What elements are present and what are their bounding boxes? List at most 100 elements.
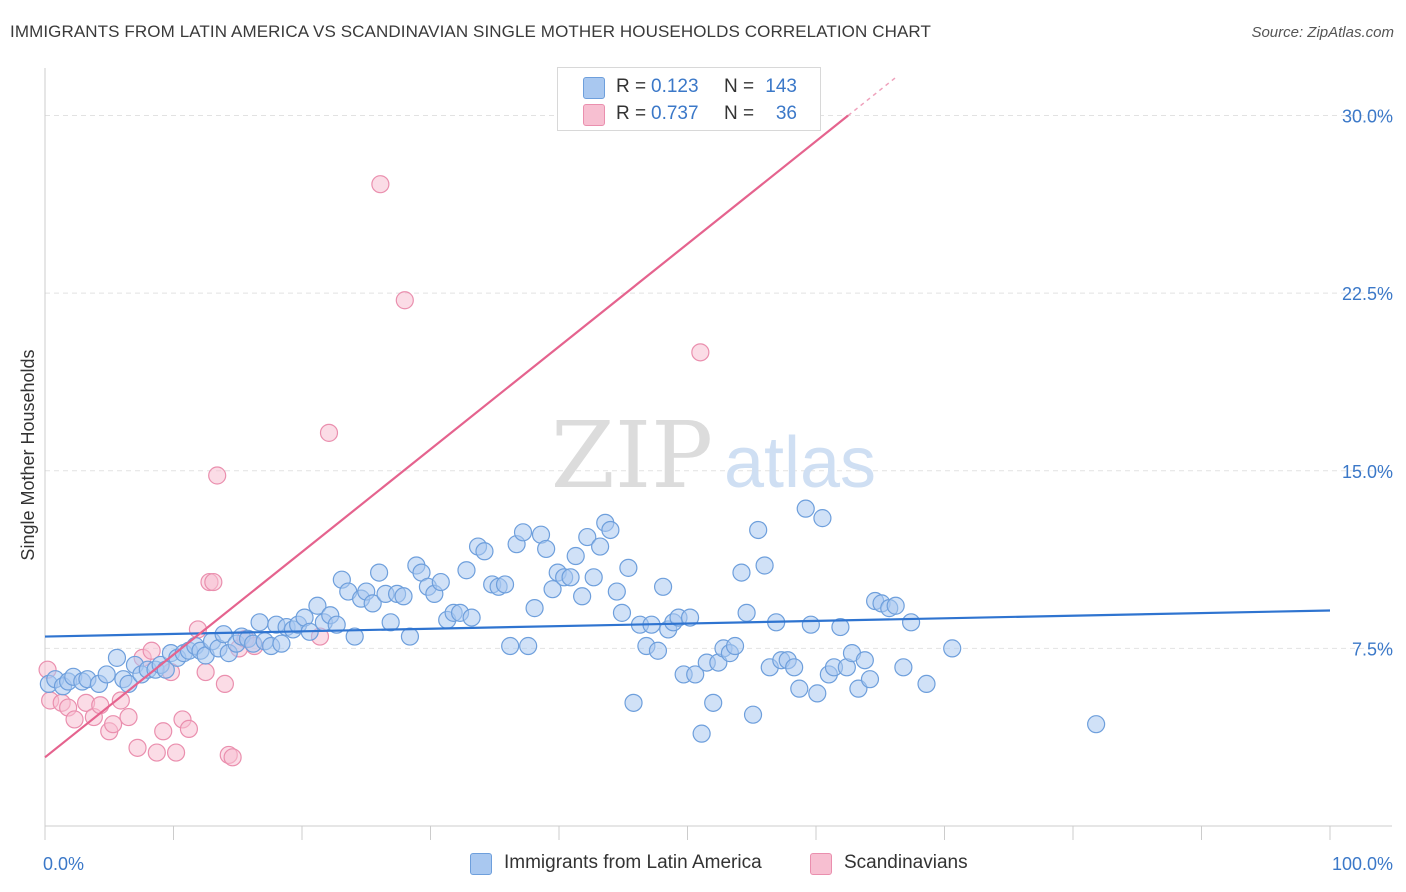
data-point bbox=[808, 684, 827, 703]
trend-line-latin-america bbox=[44, 609, 1331, 638]
data-point bbox=[943, 639, 962, 658]
data-point bbox=[371, 175, 390, 194]
data-point bbox=[196, 662, 215, 682]
data-point bbox=[381, 613, 400, 632]
legend-swatch-pink bbox=[810, 853, 832, 875]
data-point bbox=[495, 575, 515, 594]
data-point bbox=[601, 520, 620, 540]
watermark-atlas: atlas bbox=[724, 423, 876, 503]
data-point bbox=[128, 738, 147, 757]
data-point bbox=[755, 556, 774, 575]
data-point bbox=[686, 665, 705, 684]
data-point bbox=[732, 563, 751, 582]
legend-r-value: 0.123 bbox=[651, 76, 699, 97]
data-point bbox=[566, 546, 585, 566]
legend-r-value: 0.737 bbox=[651, 103, 699, 124]
data-point bbox=[104, 715, 123, 734]
data-point bbox=[737, 603, 756, 622]
legend-label: Immigrants from Latin America bbox=[504, 852, 762, 873]
series-latin-america-points bbox=[39, 499, 1106, 743]
data-point bbox=[612, 603, 632, 622]
data-point bbox=[831, 617, 850, 637]
trend-lines bbox=[44, 75, 1331, 759]
data-point bbox=[119, 707, 138, 727]
trend-line-extension bbox=[847, 75, 898, 117]
data-point bbox=[395, 291, 414, 310]
data-point bbox=[725, 636, 745, 656]
data-point bbox=[743, 705, 763, 724]
grid-lines bbox=[45, 115, 1392, 649]
y-tick-label: 15.0% bbox=[1342, 462, 1393, 482]
data-point bbox=[107, 648, 127, 667]
data-point bbox=[519, 636, 538, 656]
legend-swatch-blue bbox=[470, 853, 492, 875]
data-point bbox=[272, 634, 291, 653]
data-point bbox=[215, 674, 234, 694]
data-point bbox=[855, 651, 874, 670]
data-point bbox=[790, 679, 809, 698]
x-tick-label: 100.0% bbox=[1332, 854, 1393, 874]
data-point bbox=[680, 608, 700, 627]
legend-label: Scandinavians bbox=[844, 852, 968, 873]
y-axis-label: Single Mother Households bbox=[18, 349, 38, 560]
data-point bbox=[917, 674, 936, 694]
correlation-legend: R = 0.123 N = 143 R = 0.737 N = 36 bbox=[557, 67, 821, 131]
legend-n-value: 36 bbox=[775, 103, 797, 124]
data-point bbox=[91, 696, 110, 715]
data-point bbox=[345, 627, 364, 646]
data-point bbox=[607, 582, 626, 601]
data-point bbox=[204, 572, 223, 592]
data-point bbox=[901, 613, 921, 632]
data-point bbox=[457, 561, 476, 580]
data-point bbox=[370, 563, 389, 582]
legend-row-pink: R = 0.737 N = 36 bbox=[558, 101, 820, 127]
data-point bbox=[894, 658, 913, 677]
data-point bbox=[525, 599, 544, 618]
data-point bbox=[801, 615, 820, 634]
data-point bbox=[97, 665, 116, 684]
legend-row-blue: R = 0.123 N = 143 bbox=[558, 74, 820, 100]
data-point bbox=[308, 596, 327, 615]
data-point bbox=[475, 542, 494, 561]
data-point bbox=[179, 719, 199, 739]
data-point bbox=[319, 423, 339, 442]
data-point bbox=[208, 466, 227, 485]
tick-labels: 7.5% 15.0% 22.5% 30.0% 0.0% 100.0% bbox=[43, 107, 1393, 874]
data-point bbox=[363, 594, 382, 613]
data-point bbox=[573, 587, 592, 606]
data-point bbox=[1087, 715, 1106, 734]
data-point bbox=[431, 572, 450, 592]
data-point bbox=[462, 608, 481, 627]
data-point bbox=[537, 539, 556, 559]
data-point bbox=[619, 558, 638, 577]
x-tick-label: 0.0% bbox=[43, 854, 84, 874]
data-point bbox=[327, 615, 346, 634]
chart-title: IMMIGRANTS FROM LATIN AMERICA VS SCANDIN… bbox=[10, 22, 931, 41]
legend-swatch-blue bbox=[583, 77, 605, 99]
data-point bbox=[653, 577, 673, 596]
legend-n-value: 143 bbox=[765, 76, 797, 97]
data-point bbox=[394, 587, 413, 606]
legend-swatch-pink bbox=[583, 104, 605, 126]
data-point bbox=[860, 670, 880, 689]
data-point bbox=[624, 693, 643, 712]
legend-r-label: R = bbox=[616, 103, 647, 124]
data-point bbox=[691, 343, 710, 362]
data-point bbox=[501, 636, 520, 656]
trend-line-scandinavians bbox=[44, 114, 849, 759]
data-point bbox=[578, 527, 597, 547]
data-point bbox=[65, 710, 84, 729]
chart-source: Source: ZipAtlas.com bbox=[1251, 24, 1394, 41]
data-point bbox=[584, 568, 603, 587]
data-point bbox=[591, 537, 610, 556]
data-point bbox=[704, 693, 723, 712]
y-tick-label: 30.0% bbox=[1342, 107, 1393, 127]
watermark-zip: ZIP bbox=[551, 402, 713, 509]
legend-r-label: R = bbox=[616, 76, 647, 97]
data-point bbox=[250, 613, 269, 632]
data-point bbox=[813, 509, 832, 528]
data-point bbox=[111, 691, 130, 710]
data-point bbox=[692, 724, 711, 743]
data-point bbox=[796, 499, 815, 518]
